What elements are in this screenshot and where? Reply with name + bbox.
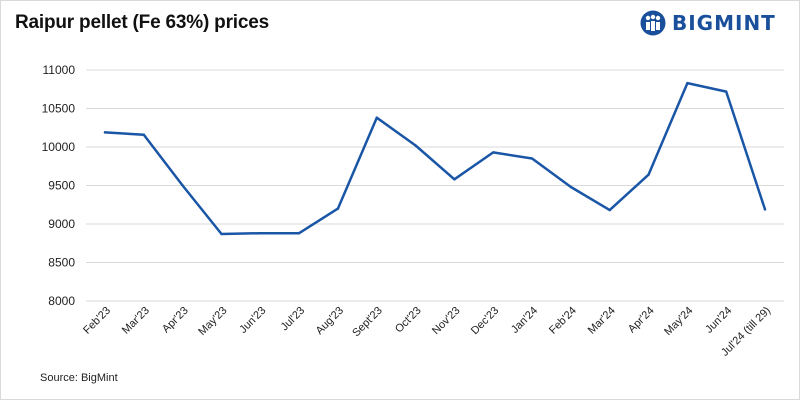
x-tick-label: Apr'24 <box>626 305 657 336</box>
data-point <box>297 232 301 235</box>
x-tick-label: Mar'23 <box>120 305 152 337</box>
x-tick-label: Nov'23 <box>430 305 462 337</box>
data-point <box>181 184 184 187</box>
x-tick-label: Dec'23 <box>469 305 501 337</box>
y-tick-label: 8000 <box>48 294 75 308</box>
x-tick-label: Sept'23 <box>350 305 385 340</box>
data-point <box>569 185 573 189</box>
x-tick-label: Feb'24 <box>547 305 579 337</box>
y-tick-label: 8500 <box>48 256 75 270</box>
data-point <box>103 131 107 134</box>
x-tick-label: Apr'23 <box>160 305 191 336</box>
x-tick-label: May'23 <box>196 305 229 338</box>
chart-title: Raipur pellet (Fe 63%) prices <box>15 12 269 33</box>
y-tick-label: 11000 <box>43 63 76 77</box>
x-tick-label: Jun'23 <box>237 305 268 336</box>
data-point <box>375 116 378 119</box>
series-line <box>103 81 767 236</box>
data-point <box>686 81 689 85</box>
x-tick-label: Feb'23 <box>81 305 113 337</box>
source-note: Source: BigMint <box>40 372 118 384</box>
data-point <box>530 157 534 160</box>
brand-logo: BIGMINT <box>640 8 790 38</box>
x-tick-label: Jan'24 <box>509 305 540 336</box>
x-tick-label: Jun'24 <box>703 305 734 336</box>
data-point <box>142 133 146 136</box>
data-point <box>453 178 456 181</box>
data-point <box>259 232 262 235</box>
data-point <box>220 232 223 236</box>
data-point <box>647 173 650 176</box>
data-point <box>724 90 728 93</box>
data-point <box>336 207 340 210</box>
y-tick-label: 10500 <box>42 102 76 116</box>
x-tick-label: Mar'24 <box>586 305 618 337</box>
y-tick-label: 9000 <box>48 217 75 231</box>
data-point <box>763 208 767 211</box>
x-tick-label: Oct'23 <box>393 305 424 336</box>
x-tick-label: Jul'23 <box>279 305 308 334</box>
x-tick-label: May'24 <box>662 305 695 338</box>
logo-text: BIGMINT <box>672 11 776 35</box>
data-point <box>608 208 611 212</box>
y-tick-label: 10000 <box>42 140 76 154</box>
x-tick-label: Aug'23 <box>314 305 346 337</box>
data-point <box>414 144 417 147</box>
data-point <box>492 151 495 154</box>
y-tick-label: 9500 <box>48 179 75 193</box>
logo-figures-icon <box>640 10 666 36</box>
